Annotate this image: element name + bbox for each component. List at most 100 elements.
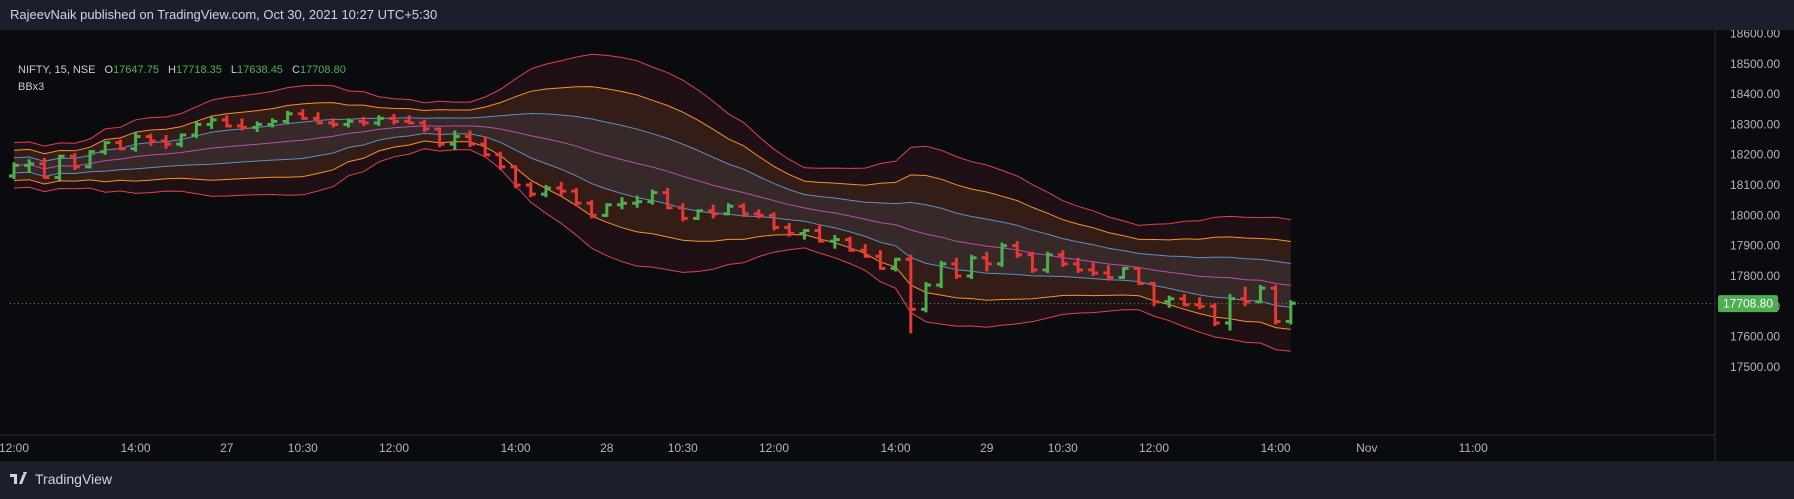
ohlc-bar xyxy=(1149,282,1159,307)
ohlc-bar xyxy=(693,209,703,220)
open-value: 17647.75 xyxy=(113,64,159,76)
price-axis-label: 18600.00 xyxy=(1730,30,1780,41)
ohlc-bar xyxy=(404,115,415,125)
ohlc-bar xyxy=(1057,250,1068,267)
ohlc-bar xyxy=(1285,300,1296,325)
band-3-lower xyxy=(13,148,1291,352)
ohlc-bar xyxy=(1118,266,1129,280)
ohlc-bar xyxy=(921,282,931,313)
ohlc-bar xyxy=(677,203,688,222)
last-price-tag-bg xyxy=(1718,295,1778,313)
time-axis-label: 11:00 xyxy=(1459,441,1488,455)
band-2-lower xyxy=(13,140,1291,330)
ohlc-bar xyxy=(495,151,506,170)
ohlc-bar xyxy=(708,204,719,219)
ohlc-bar xyxy=(328,118,339,128)
tradingview-logo-icon xyxy=(10,472,27,484)
ohlc-bar xyxy=(24,159,35,173)
price-axis-label: 17500.00 xyxy=(1730,360,1780,374)
close-value: 17708.80 xyxy=(299,64,346,76)
ohlc-bar xyxy=(176,133,187,148)
ohlc-bar xyxy=(130,132,141,152)
ohlc-bar xyxy=(237,118,247,131)
ohlc-bar xyxy=(556,182,567,196)
time-axis-label: Nov xyxy=(1356,441,1377,455)
ohlc-bar xyxy=(601,203,612,217)
ohlc-bar xyxy=(875,250,886,270)
time-axis-label: 14:00 xyxy=(501,441,531,455)
ohlc-bar xyxy=(297,109,308,120)
ohlc-bar xyxy=(1164,295,1175,308)
ohlc-bar xyxy=(997,242,1007,267)
ohlc-bar xyxy=(1088,262,1099,276)
time-axis-label: 10:30 xyxy=(668,441,698,455)
ohlc-bar xyxy=(541,185,551,198)
ohlc-bar xyxy=(981,251,992,272)
ohlc-bar xyxy=(1103,265,1114,281)
time-axis-label: 12:00 xyxy=(379,441,409,455)
high-value: 17718.35 xyxy=(175,64,222,76)
ohlc-bar xyxy=(525,182,536,198)
ohlc-bar xyxy=(465,130,475,148)
low-label: L xyxy=(230,64,238,76)
chart-area[interactable]: 18600.00 18500.00 18400.00 18300.00 18200.00… xyxy=(0,30,1794,461)
band-1-upper xyxy=(13,112,1291,264)
ohlc-bar xyxy=(617,197,627,210)
symbol-legend: NIFTY, 15, NSE O17647.75 H17718.35 L1763… xyxy=(18,64,346,76)
time-axis-label: 10:30 xyxy=(1048,441,1078,455)
price-chart[interactable]: 18600.00 18500.00 18400.00 18300.00 18200.00… xyxy=(0,30,1794,461)
ohlc-bar xyxy=(905,254,916,334)
ohlc-bar xyxy=(252,121,263,133)
ohlc-bar xyxy=(814,224,825,243)
ohlc-bar xyxy=(39,157,50,179)
price-axis-label: 18500.00 xyxy=(1730,57,1780,71)
time-axis[interactable]: 12:00 14:00 27 10:30 12:00 14:00 28 10:30 12:00 1… xyxy=(0,441,1488,455)
ohlc-bar xyxy=(343,118,354,128)
price-axis-label: 18400.00 xyxy=(1730,87,1780,101)
price-axis-label: 18300.00 xyxy=(1730,117,1780,131)
ohlc-bar xyxy=(571,188,582,207)
ohlc-bar xyxy=(1027,251,1038,273)
ohlc-bar xyxy=(85,150,95,169)
time-axis-label: 12:00 xyxy=(0,441,29,455)
ohlc-bar xyxy=(1240,286,1251,307)
ohlc-bar xyxy=(206,116,217,129)
ohlc-bar xyxy=(145,133,156,146)
band-2-upper xyxy=(13,86,1291,242)
price-axis-label: 18100.00 xyxy=(1730,178,1780,192)
price-axis-label: 18000.00 xyxy=(1730,208,1780,222)
ohlc-bar xyxy=(936,260,947,289)
ohlc-bar xyxy=(860,244,871,258)
time-axis-label: 28 xyxy=(600,441,614,455)
ohlc-bar xyxy=(221,115,232,128)
ohlc-bar xyxy=(738,203,749,217)
ohlc-bar xyxy=(1042,251,1053,273)
price-axis-label: 17600.00 xyxy=(1730,330,1780,344)
ohlc-bar xyxy=(69,153,80,170)
ohlc-bar xyxy=(434,127,445,148)
tradingview-brand[interactable]: TradingView xyxy=(10,471,112,487)
ohlc-bar xyxy=(389,113,399,125)
ohlc-bar xyxy=(191,121,202,139)
price-axis-label: 17900.00 xyxy=(1730,239,1780,253)
ohlc-bar xyxy=(753,209,764,219)
ohlc-bar xyxy=(1209,303,1220,326)
price-axis[interactable]: 18600.00 18500.00 18400.00 18300.00 18200.00… xyxy=(1730,30,1780,374)
time-axis-label: 14:00 xyxy=(1261,441,1291,455)
indicator-label[interactable]: BBx3 xyxy=(18,81,45,93)
ohlc-bar xyxy=(1255,285,1266,304)
ohlc-bar xyxy=(9,162,19,179)
ohlc-bar xyxy=(100,141,111,155)
ohlc-bar xyxy=(358,116,369,126)
high-label: H xyxy=(168,64,176,76)
ohlc-bar xyxy=(1073,257,1083,273)
ohlc-bar xyxy=(510,165,521,189)
ohlc-bar xyxy=(586,200,597,219)
time-axis-label: 14:00 xyxy=(881,441,911,455)
time-axis-label: 12:00 xyxy=(759,441,789,455)
ohlc-bar xyxy=(647,189,658,205)
ohlc-bar xyxy=(54,154,65,181)
ohlc-bar xyxy=(282,110,293,125)
ohlc-bar xyxy=(1179,294,1190,307)
